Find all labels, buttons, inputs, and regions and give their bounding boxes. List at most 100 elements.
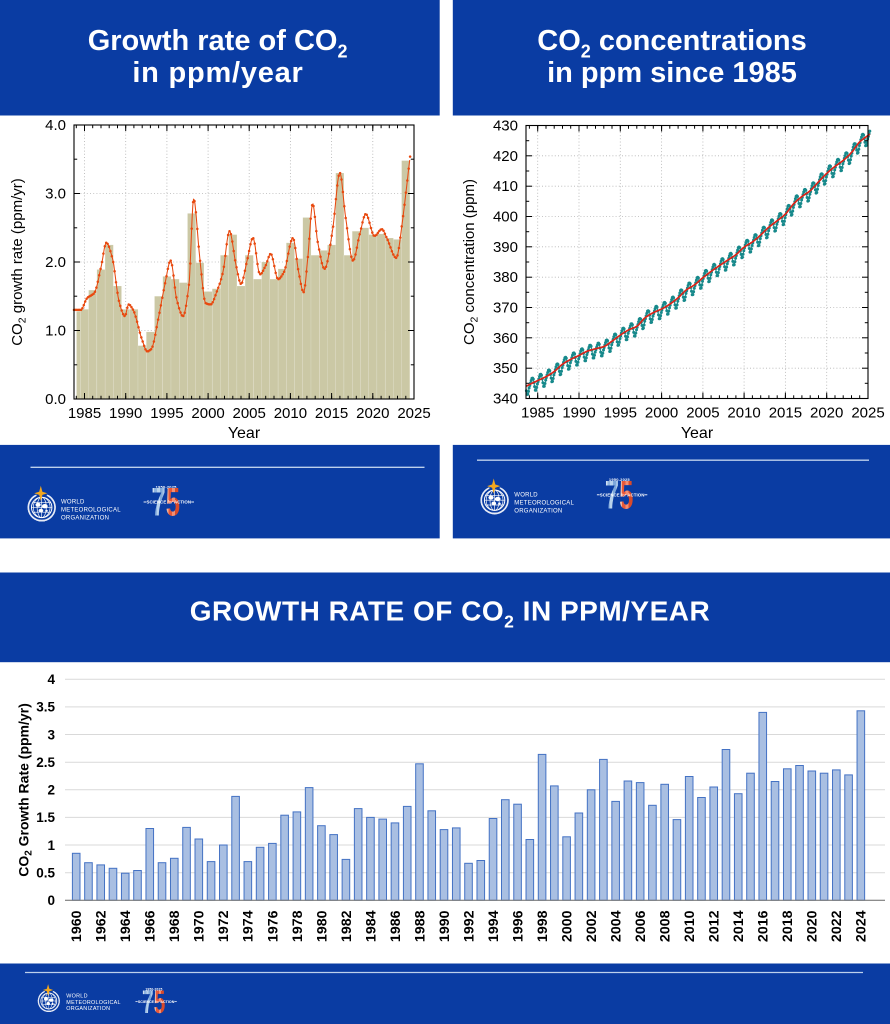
svg-text:1985: 1985 — [521, 405, 554, 422]
svg-text:2010: 2010 — [274, 405, 307, 422]
svg-text:Year: Year — [228, 425, 261, 442]
svg-text:2002: 2002 — [584, 910, 600, 942]
svg-text:7: 7 — [605, 474, 619, 518]
svg-text:SCIENCE for ACTION: SCIENCE for ACTION — [138, 1000, 175, 1004]
svg-text:2005: 2005 — [233, 405, 266, 422]
svg-text:2020: 2020 — [356, 405, 389, 422]
svg-text:2015: 2015 — [315, 405, 348, 422]
svg-text:Growth rate of CO2: Growth rate of CO2 — [88, 25, 348, 62]
svg-text:3.5: 3.5 — [36, 700, 55, 715]
svg-text:380: 380 — [493, 269, 518, 286]
svg-text:1: 1 — [47, 838, 55, 853]
svg-text:GROWTH RATE OF CO2 IN PPM/YEAR: GROWTH RATE OF CO2 IN PPM/YEAR — [190, 595, 710, 631]
svg-text:METEOROLOGICAL: METEOROLOGICAL — [66, 1000, 121, 1006]
svg-text:5: 5 — [154, 983, 166, 1020]
svg-text:in ppm/year: in ppm/year — [132, 57, 303, 89]
svg-text:1992: 1992 — [461, 910, 477, 942]
svg-text:1950-2025: 1950-2025 — [156, 484, 178, 489]
svg-text:410: 410 — [493, 178, 518, 195]
svg-text:1976: 1976 — [265, 910, 281, 942]
svg-text:2025: 2025 — [851, 405, 884, 422]
svg-text:1982: 1982 — [339, 910, 355, 942]
svg-text:5: 5 — [166, 481, 180, 525]
svg-text:390: 390 — [493, 239, 518, 256]
svg-text:2000: 2000 — [191, 405, 224, 422]
svg-text:400: 400 — [493, 209, 518, 226]
svg-text:2000: 2000 — [645, 405, 678, 422]
svg-text:0.0: 0.0 — [45, 391, 66, 408]
svg-text:1985: 1985 — [68, 405, 101, 422]
svg-text:1968: 1968 — [167, 910, 183, 942]
svg-text:350: 350 — [493, 360, 518, 377]
svg-text:SCIENCE for ACTION: SCIENCE for ACTION — [600, 492, 645, 497]
svg-text:1996: 1996 — [511, 910, 527, 942]
svg-text:1984: 1984 — [363, 910, 379, 942]
svg-text:SCIENCE for ACTION: SCIENCE for ACTION — [146, 500, 191, 505]
svg-text:ORGANIZATION: ORGANIZATION — [514, 508, 562, 514]
svg-text:2010: 2010 — [727, 405, 760, 422]
svg-text:7: 7 — [152, 481, 166, 525]
svg-text:430: 430 — [493, 118, 518, 135]
svg-text:1998: 1998 — [535, 910, 551, 942]
svg-text:1964: 1964 — [118, 910, 134, 942]
svg-text:1988: 1988 — [412, 910, 428, 942]
svg-text:1960: 1960 — [69, 910, 85, 942]
svg-text:2020: 2020 — [810, 405, 843, 422]
svg-text:1950-2025: 1950-2025 — [609, 477, 631, 482]
svg-text:2005: 2005 — [686, 405, 719, 422]
svg-text:WORLD: WORLD — [514, 492, 538, 498]
svg-text:2010: 2010 — [682, 910, 698, 942]
svg-text:2012: 2012 — [707, 910, 723, 942]
svg-text:1994: 1994 — [486, 910, 502, 942]
svg-text:2008: 2008 — [658, 910, 674, 942]
svg-text:1990: 1990 — [562, 405, 595, 422]
svg-text:2014: 2014 — [731, 910, 747, 942]
svg-text:1995: 1995 — [604, 405, 637, 422]
svg-text:4: 4 — [47, 672, 55, 687]
svg-text:METEOROLOGICAL: METEOROLOGICAL — [61, 508, 121, 514]
svg-text:1990: 1990 — [437, 910, 453, 942]
svg-text:1970: 1970 — [192, 910, 208, 942]
svg-text:0: 0 — [47, 893, 55, 908]
svg-text:2024: 2024 — [854, 910, 870, 942]
svg-text:WORLD: WORLD — [61, 500, 85, 506]
svg-text:1966: 1966 — [143, 910, 159, 942]
svg-text:2.5: 2.5 — [36, 755, 55, 770]
svg-text:2020: 2020 — [805, 910, 821, 942]
svg-text:CO2 concentration (ppm): CO2 concentration (ppm) — [461, 179, 481, 345]
svg-text:2: 2 — [47, 783, 55, 798]
svg-text:5: 5 — [619, 474, 633, 518]
svg-text:420: 420 — [493, 148, 518, 165]
svg-text:1980: 1980 — [314, 910, 330, 942]
svg-text:7: 7 — [142, 983, 154, 1020]
svg-text:ORGANIZATION: ORGANIZATION — [66, 1006, 110, 1012]
svg-text:0.5: 0.5 — [36, 866, 55, 881]
svg-text:2.0: 2.0 — [45, 254, 66, 271]
svg-text:2000: 2000 — [560, 910, 576, 942]
svg-text:360: 360 — [493, 330, 518, 347]
svg-text:2025: 2025 — [397, 405, 430, 422]
svg-text:1978: 1978 — [290, 910, 306, 942]
svg-text:1.5: 1.5 — [36, 810, 55, 825]
svg-text:2015: 2015 — [769, 405, 802, 422]
svg-text:1995: 1995 — [150, 405, 183, 422]
svg-text:in ppm since 1985: in ppm since 1985 — [547, 57, 797, 89]
svg-text:ORGANIZATION: ORGANIZATION — [61, 516, 109, 522]
svg-text:Year: Year — [681, 425, 714, 442]
svg-text:2022: 2022 — [829, 910, 845, 942]
svg-text:2016: 2016 — [756, 910, 772, 942]
svg-text:2018: 2018 — [780, 910, 796, 942]
svg-text:CO2 concentrations: CO2 concentrations — [537, 25, 806, 62]
svg-text:3: 3 — [47, 727, 55, 742]
svg-text:1986: 1986 — [388, 910, 404, 942]
svg-text:370: 370 — [493, 300, 518, 317]
svg-text:WORLD: WORLD — [66, 994, 87, 1000]
svg-text:1990: 1990 — [109, 405, 142, 422]
svg-text:1974: 1974 — [241, 910, 257, 942]
svg-text:1972: 1972 — [216, 910, 232, 942]
svg-text:2004: 2004 — [609, 910, 625, 942]
svg-text:METEOROLOGICAL: METEOROLOGICAL — [514, 500, 574, 506]
svg-text:1950-2025: 1950-2025 — [145, 988, 162, 992]
svg-text:2006: 2006 — [633, 910, 649, 942]
svg-text:3.0: 3.0 — [45, 186, 66, 203]
